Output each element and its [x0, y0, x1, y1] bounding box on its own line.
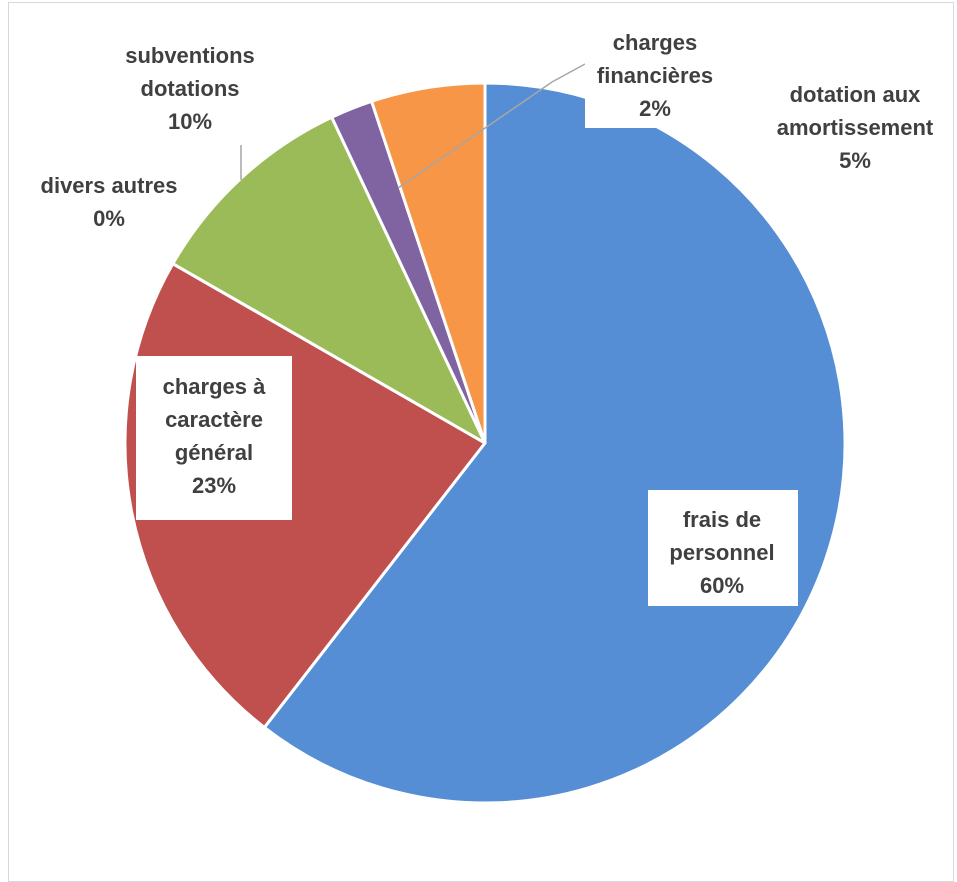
slice-label: général [175, 440, 253, 465]
slice-label: amortissement [777, 115, 934, 140]
data-label-box [136, 356, 292, 520]
slice-label: dotations [141, 76, 240, 101]
slice-label: caractère [165, 407, 263, 432]
slice-label: divers autres [41, 173, 178, 198]
pie-slice [262, 81, 847, 805]
slice-percent-label: 60% [700, 573, 744, 598]
slice-label: charges à [163, 374, 266, 399]
slice-percent-label: 10% [168, 109, 212, 134]
slice-percent-label: 2% [639, 96, 671, 121]
slice-label: charges [613, 30, 697, 55]
data-label-box [585, 28, 725, 128]
slice-label: frais de [683, 507, 761, 532]
pie-slice [370, 81, 487, 445]
leader-line [397, 63, 586, 189]
slice-label: financières [597, 63, 713, 88]
slice-label: subventions [125, 43, 255, 68]
slice-label: dotation aux [790, 82, 922, 107]
slice-percent-label: 5% [839, 148, 871, 173]
slice-label: personnel [669, 540, 774, 565]
slice-percent-label: 0% [93, 206, 125, 231]
slice-percent-label: 23% [192, 473, 236, 498]
data-label-box [648, 490, 798, 606]
